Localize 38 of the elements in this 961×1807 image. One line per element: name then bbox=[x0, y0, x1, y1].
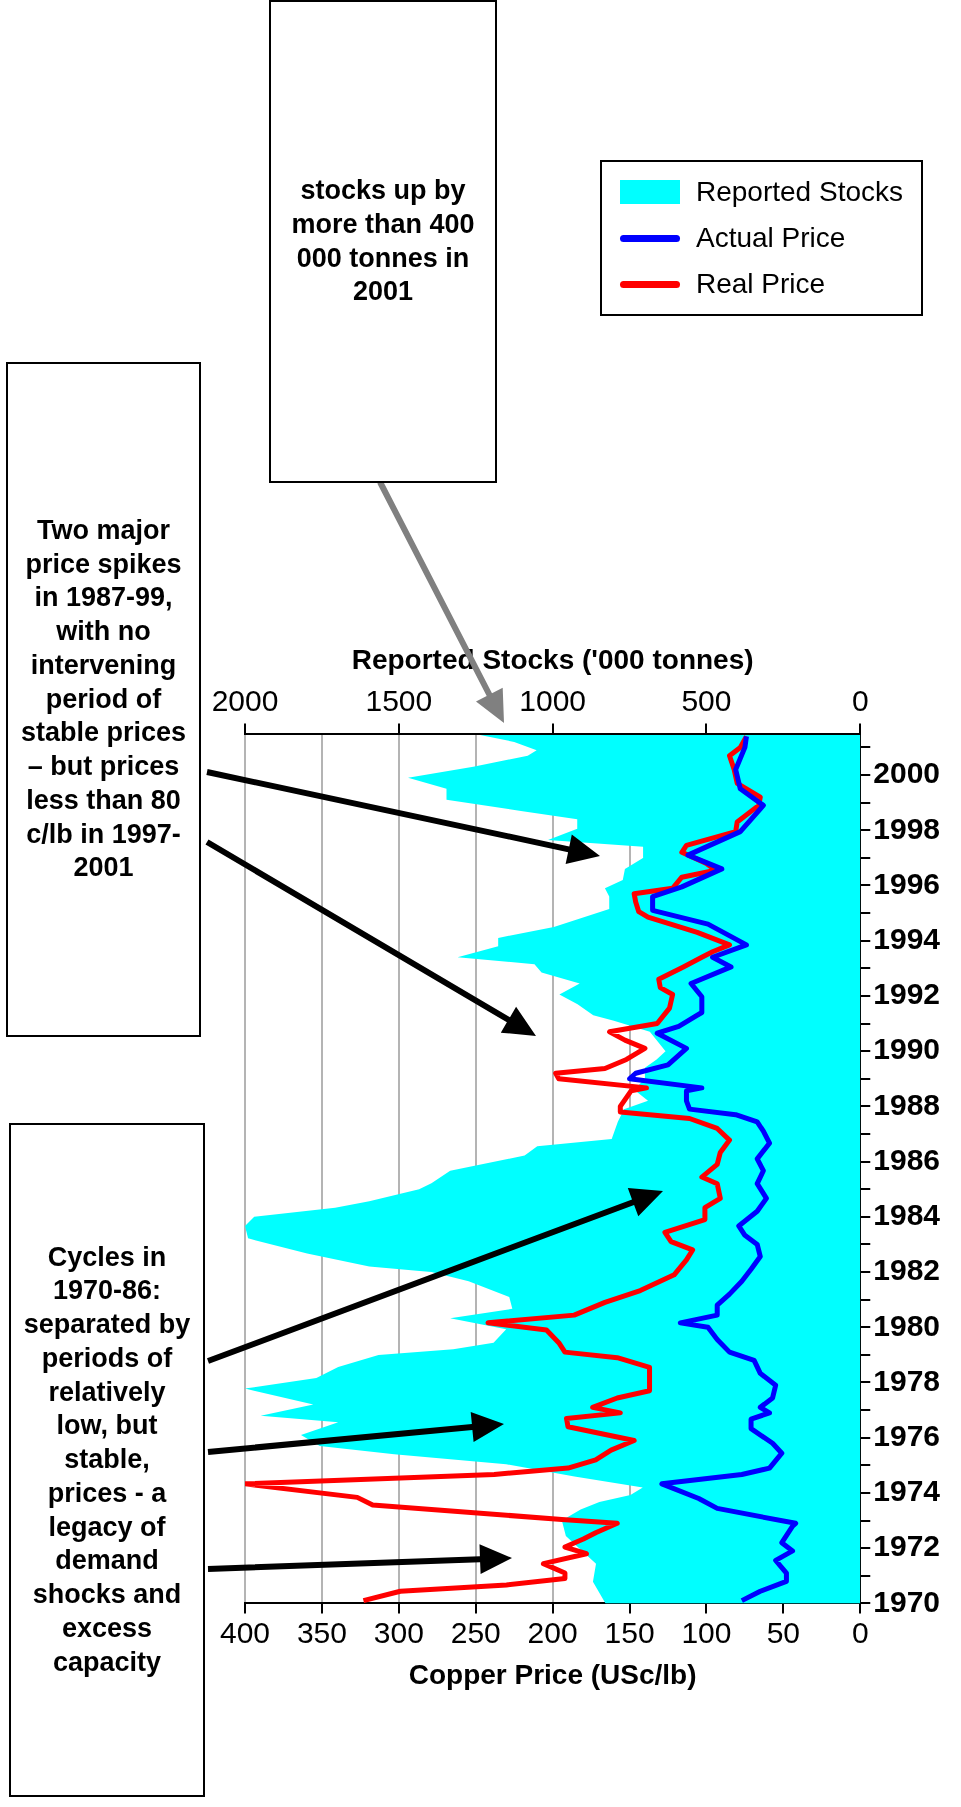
text: Cycles in 1970-86: separated by periods of relatively low, but stable, prices - a legacy of demand shocks and excess capacity bbox=[23, 1241, 191, 1677]
legend-label: Actual Price bbox=[696, 222, 846, 254]
y-tick-label: 1988 bbox=[873, 1087, 941, 1121]
y-tick-label: 2000 bbox=[873, 756, 941, 790]
text: stocks up by more than 400 000 tonnes in 2001 bbox=[290, 174, 476, 309]
x2-tick-label: 1000 bbox=[519, 683, 587, 717]
x2-tick-label: 1500 bbox=[365, 683, 433, 717]
y-tick-label: 1978 bbox=[873, 1363, 941, 1397]
y-tick-label: 1994 bbox=[873, 921, 941, 955]
x-tick-label: 200 bbox=[527, 1615, 578, 1649]
x-tick-label: 400 bbox=[219, 1615, 271, 1649]
x-tick-label: 150 bbox=[604, 1615, 655, 1649]
x-axis-title: Copper Price (USc/lb) bbox=[408, 1658, 697, 1690]
y-tick-label: 1984 bbox=[873, 1198, 941, 1232]
y-tick-label: 1980 bbox=[873, 1308, 941, 1342]
y-tick-label: 1992 bbox=[873, 977, 941, 1011]
x-tick-label: 0 bbox=[851, 1615, 869, 1649]
y-tick-label: 1996 bbox=[873, 866, 941, 900]
legend-label: Real Price bbox=[696, 268, 826, 300]
x2-axis-title: Reported Stocks ('000 tonnes) bbox=[351, 643, 754, 675]
y-tick-label: 1976 bbox=[873, 1418, 941, 1452]
y-tick-label: 1982 bbox=[873, 1253, 941, 1287]
y-tick-label: 1972 bbox=[873, 1529, 941, 1563]
y-tick-label: 1974 bbox=[873, 1474, 941, 1508]
y-tick-label: 1986 bbox=[873, 1142, 941, 1176]
x2-tick-label: 500 bbox=[681, 683, 732, 717]
y-tick-label: 1970 bbox=[873, 1584, 941, 1618]
x2-tick-label: 0 bbox=[851, 683, 869, 717]
x-tick-label: 250 bbox=[450, 1615, 501, 1649]
x2-tick-label: 2000 bbox=[211, 683, 279, 717]
x-tick-label: 50 bbox=[766, 1615, 801, 1649]
text: Two major price spikes in 1987-99, with no intervening period of stable prices – but prices less than 80 c/lb in 1997-2001 bbox=[20, 514, 187, 883]
y-tick-label: 1990 bbox=[873, 1032, 941, 1066]
x-tick-label: 100 bbox=[681, 1615, 732, 1649]
legend-label: Reported Stocks bbox=[696, 176, 903, 208]
x-tick-label: 350 bbox=[296, 1615, 347, 1649]
x-tick-label: 300 bbox=[373, 1615, 424, 1649]
y-tick-label: 1998 bbox=[873, 811, 941, 845]
